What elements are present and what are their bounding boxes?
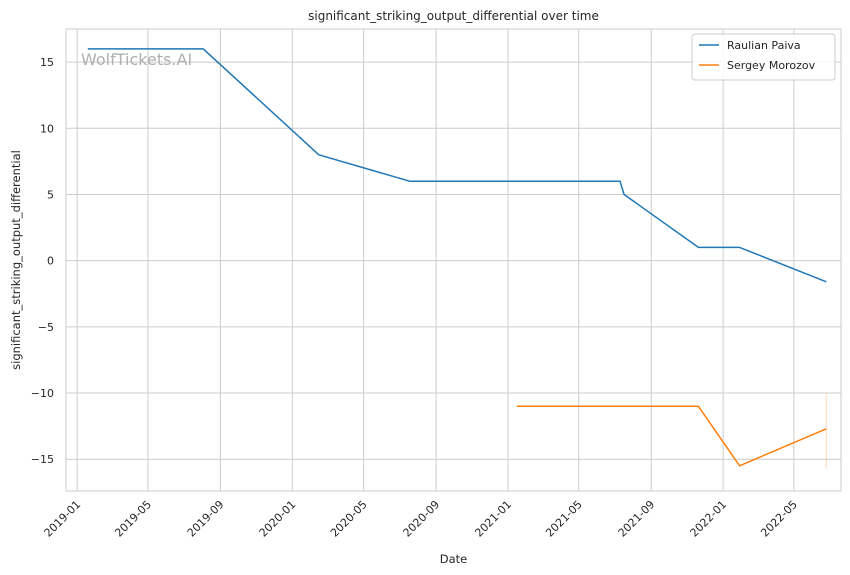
legend-label: Sergey Morozov <box>727 59 816 72</box>
x-tick-label: 2021-01 <box>472 498 514 540</box>
y-tick-label: 15 <box>40 56 54 69</box>
x-tick-label: 2021-09 <box>616 498 658 540</box>
y-tick-label: 0 <box>47 255 54 268</box>
x-tick-label: 2021-05 <box>543 498 585 540</box>
watermark: WolfTickets.AI <box>81 50 192 69</box>
x-tick-label: 2020-09 <box>401 498 443 540</box>
chart-title: significant_striking_output_differential… <box>308 9 599 23</box>
x-tick-label: 2019-05 <box>112 498 154 540</box>
series-lines <box>87 48 827 469</box>
legend: Raulian Paiva Sergey Morozov <box>691 33 836 81</box>
legend-label: Raulian Paiva <box>727 39 801 52</box>
plot-frame <box>65 28 842 492</box>
x-tick-label: 2022-01 <box>688 498 730 540</box>
y-tick-label: 10 <box>40 122 54 135</box>
y-tick-label: −5 <box>38 321 54 334</box>
y-tick-label: −10 <box>31 387 54 400</box>
series-line-raulian-paiva <box>87 48 827 283</box>
plot-background <box>66 29 841 491</box>
y-tick-label: 5 <box>47 188 54 201</box>
x-axis-label: Date <box>440 552 468 566</box>
y-axis-label: significant_striking_output_differential <box>9 150 23 370</box>
x-tick-label: 2019-01 <box>42 498 84 540</box>
grid-lines <box>66 29 841 491</box>
x-tick-label: 2020-01 <box>257 498 299 540</box>
x-tick-label: 2020-05 <box>328 498 370 540</box>
plot-area <box>66 29 841 491</box>
x-tick-label: 2022-05 <box>758 498 800 540</box>
y-tick-label: −15 <box>31 453 54 466</box>
legend-box <box>691 33 836 81</box>
x-tick-label: 2019-09 <box>185 498 227 540</box>
series-line-sergey-morozov <box>516 405 827 467</box>
